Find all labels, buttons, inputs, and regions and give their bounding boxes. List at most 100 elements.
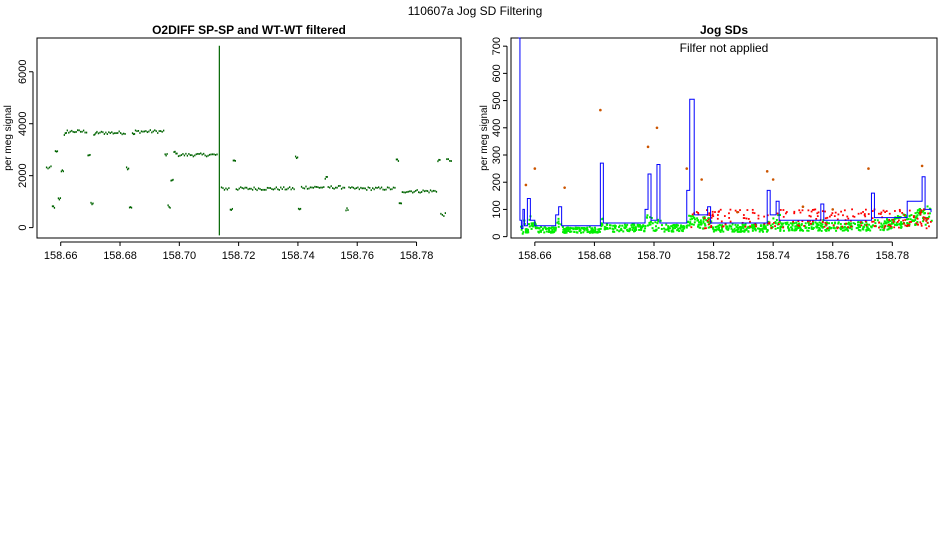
green-point [857, 221, 860, 224]
green-point [576, 227, 579, 230]
green-point [791, 221, 794, 224]
data-point [439, 159, 441, 161]
green-point [702, 220, 705, 223]
outlier-point [771, 178, 775, 181]
green-point [807, 227, 810, 229]
data-point [412, 191, 414, 194]
data-point [289, 186, 291, 189]
green-point [890, 222, 893, 225]
green-point [761, 227, 764, 230]
red-point [782, 215, 785, 218]
red-point [749, 220, 751, 223]
red-point [919, 221, 922, 224]
data-point [121, 133, 123, 136]
data-point [198, 153, 200, 155]
green-point [682, 228, 685, 231]
left-x-tick-label: 158.68 [103, 250, 137, 262]
green-point [618, 230, 621, 233]
right-y-tick-label: 100 [491, 200, 503, 218]
red-point [711, 214, 714, 217]
figure-title: 110607a Jog SD Filtering [408, 4, 543, 18]
green-point [778, 220, 781, 223]
green-point [604, 226, 607, 229]
green-point [534, 223, 537, 226]
green-point [845, 227, 848, 230]
red-point [793, 212, 796, 215]
data-point [220, 186, 223, 189]
data-point [283, 186, 285, 189]
green-point [857, 224, 860, 227]
green-point [570, 227, 573, 230]
step-series-line [518, 37, 932, 229]
data-point [208, 153, 211, 156]
green-point [764, 225, 767, 228]
data-point [406, 191, 408, 193]
data-point [360, 186, 362, 189]
green-point [821, 225, 824, 228]
red-point [889, 225, 892, 228]
green-point [583, 228, 585, 231]
red-point [864, 208, 867, 211]
outlier-point [736, 210, 739, 214]
right-plot-frame [510, 37, 938, 239]
left-ylabel: per meg signal [3, 105, 14, 171]
data-point [53, 206, 56, 209]
red-point [782, 209, 785, 211]
green-point [551, 228, 554, 231]
data-point [214, 154, 217, 156]
green-point [928, 207, 931, 210]
green-point [848, 222, 851, 225]
data-point [160, 130, 162, 132]
green-point [593, 226, 596, 229]
outlier-point [533, 167, 537, 170]
green-point [795, 221, 798, 224]
green-point [548, 229, 551, 232]
data-point [118, 130, 120, 133]
green-point [583, 226, 586, 229]
red-point [902, 219, 905, 222]
green-point [656, 222, 659, 225]
green-point [928, 212, 931, 215]
green-point [869, 229, 872, 232]
green-point [618, 224, 621, 227]
red-point [793, 210, 796, 213]
green-point [605, 227, 608, 230]
green-point [613, 225, 616, 228]
red-point [901, 212, 904, 214]
data-point [161, 130, 163, 133]
red-point [710, 216, 713, 219]
green-point [640, 228, 643, 231]
green-point [668, 227, 671, 230]
green-point [640, 227, 643, 230]
green-point [599, 227, 602, 230]
green-point [589, 230, 592, 233]
right-x-tick-label: 158.74 [756, 250, 790, 262]
green-point [779, 228, 782, 231]
red-point [884, 225, 887, 227]
data-point [435, 190, 438, 193]
data-point [111, 131, 113, 134]
green-point [810, 226, 813, 229]
green-point [850, 222, 853, 225]
red-point [851, 208, 853, 211]
data-point [253, 186, 255, 189]
green-point [603, 228, 606, 231]
data-point [168, 205, 170, 208]
red-point [739, 209, 741, 211]
green-point [800, 224, 803, 227]
data-point [290, 188, 292, 191]
data-point [96, 130, 98, 133]
data-point [120, 132, 122, 134]
red-point [833, 215, 836, 218]
data-point [157, 132, 159, 134]
data-point [94, 133, 96, 136]
red-point [729, 208, 732, 211]
green-point [857, 226, 860, 229]
green-point [540, 225, 543, 228]
data-point [342, 186, 344, 189]
data-point [189, 154, 191, 157]
data-point [367, 186, 369, 189]
green-point [626, 223, 629, 226]
data-point [395, 158, 398, 161]
red-point [929, 220, 932, 223]
